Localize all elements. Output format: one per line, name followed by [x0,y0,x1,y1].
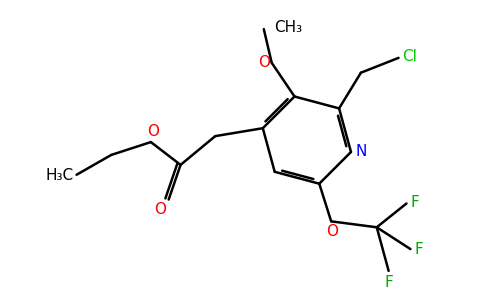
Text: N: N [356,145,367,160]
Text: O: O [258,55,270,70]
Text: O: O [326,224,338,239]
Text: O: O [147,124,159,139]
Text: F: F [410,195,419,210]
Text: F: F [384,275,393,290]
Text: F: F [414,242,423,256]
Text: O: O [154,202,166,217]
Text: H₃C: H₃C [45,168,74,183]
Text: Cl: Cl [403,50,417,64]
Text: CH₃: CH₃ [274,20,302,34]
